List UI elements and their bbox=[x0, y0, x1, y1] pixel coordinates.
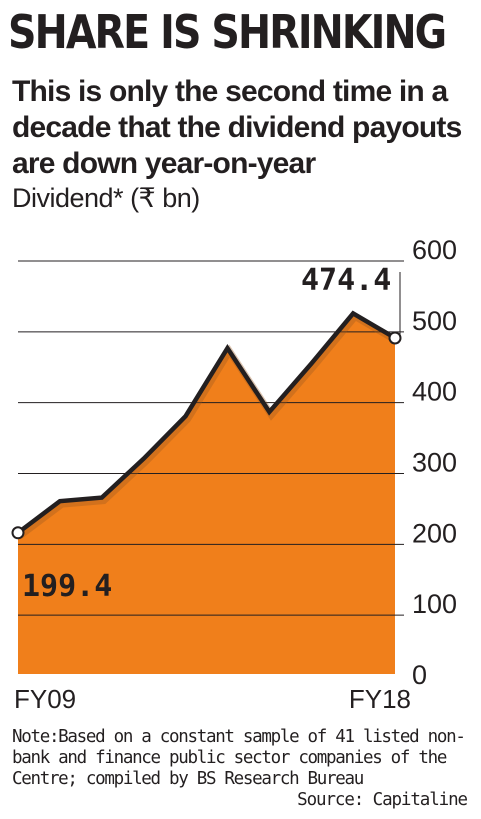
x-tick-label: FY18 bbox=[349, 684, 411, 714]
chart-subtitle: This is only the second time in a decade… bbox=[12, 75, 462, 180]
y-tick-label: 600 bbox=[412, 235, 457, 265]
series-line-shadow bbox=[17, 311, 399, 539]
series-line bbox=[16, 310, 397, 535]
chart-title: SHARE IS SHRINKING bbox=[8, 5, 447, 59]
y-tick-label: 0 bbox=[412, 660, 427, 690]
source-credit: Source: Capitaline bbox=[297, 790, 468, 810]
data-label-first: 199.4 bbox=[22, 569, 112, 604]
y-tick-label: 400 bbox=[412, 377, 457, 407]
y-tick-label: 100 bbox=[412, 589, 457, 619]
unit-label: Dividend* (₹ bn) bbox=[12, 183, 200, 213]
area-fill bbox=[18, 313, 395, 674]
y-tick-label: 200 bbox=[412, 518, 457, 548]
y-tick-label: 300 bbox=[412, 448, 457, 478]
data-point bbox=[388, 331, 402, 345]
x-tick-label: FY09 bbox=[14, 684, 76, 714]
footnote: Note:Based on a constant sample of 41 li… bbox=[12, 727, 466, 789]
data-point bbox=[11, 526, 25, 540]
y-tick-label: 500 bbox=[412, 306, 457, 336]
data-label-last: 474.4 bbox=[301, 263, 391, 298]
